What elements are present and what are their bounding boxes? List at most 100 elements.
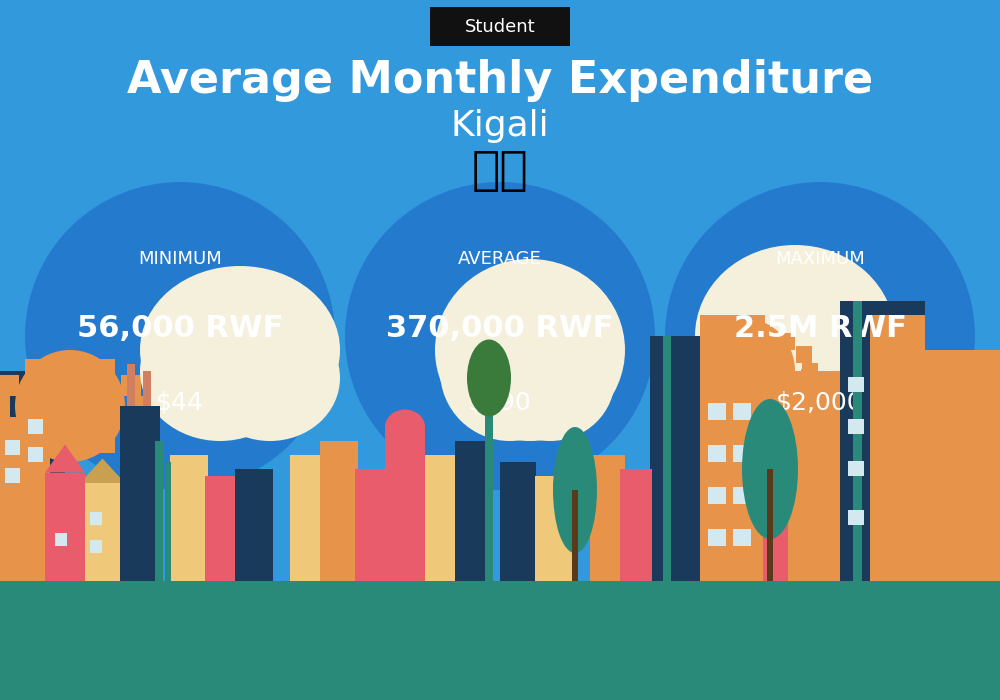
Bar (95, 359, 115, 380)
Bar (127, 364, 135, 406)
Bar (80, 483, 125, 581)
Bar (796, 346, 812, 363)
Ellipse shape (385, 410, 425, 444)
Bar (848, 377, 864, 392)
Bar (754, 326, 770, 342)
Bar (0, 374, 19, 395)
Bar (143, 371, 151, 406)
Text: $44: $44 (156, 390, 204, 414)
Bar (708, 486, 726, 504)
Bar (708, 402, 726, 420)
Bar (0, 427, 50, 581)
Ellipse shape (745, 298, 895, 430)
Bar (700, 315, 765, 581)
Bar (90, 540, 102, 553)
Bar (870, 315, 925, 581)
Polygon shape (45, 444, 85, 472)
Ellipse shape (140, 266, 340, 434)
Text: MINIMUM: MINIMUM (138, 250, 222, 268)
Bar (121, 416, 141, 438)
Text: 56,000 RWF: 56,000 RWF (77, 314, 283, 343)
Bar (95, 432, 115, 453)
Bar (5, 440, 20, 455)
Bar (25, 432, 45, 453)
Bar (45, 473, 85, 581)
Bar (60, 354, 80, 374)
Text: MAXIMUM: MAXIMUM (775, 250, 865, 268)
Bar (385, 427, 425, 581)
Bar (455, 441, 487, 581)
Text: 2.5M RWF: 2.5M RWF (734, 314, 906, 343)
Ellipse shape (440, 301, 580, 441)
Bar (205, 476, 240, 581)
Bar (763, 427, 788, 581)
Bar (853, 301, 862, 581)
Bar (28, 447, 43, 462)
FancyBboxPatch shape (430, 8, 570, 46)
Bar (0, 371, 65, 581)
Bar (733, 486, 751, 504)
Bar (572, 490, 578, 581)
Bar (726, 325, 742, 342)
Bar (420, 455, 458, 581)
Ellipse shape (695, 287, 855, 427)
Bar (663, 336, 671, 581)
Bar (785, 371, 840, 581)
Ellipse shape (200, 315, 340, 441)
Text: Kigali: Kigali (451, 109, 549, 143)
Bar (55, 533, 67, 546)
Bar (5, 468, 20, 483)
Bar (767, 469, 773, 581)
Bar (90, 512, 102, 525)
Bar (320, 441, 358, 581)
Ellipse shape (15, 350, 125, 462)
Bar (121, 374, 141, 395)
Bar (733, 444, 751, 462)
Text: 370,000 RWF: 370,000 RWF (386, 314, 614, 343)
Bar (743, 401, 759, 418)
Ellipse shape (140, 301, 300, 441)
Bar (60, 438, 80, 458)
Bar (620, 469, 652, 581)
Bar (155, 441, 163, 581)
Bar (120, 406, 160, 581)
Polygon shape (80, 458, 125, 483)
Ellipse shape (435, 259, 625, 441)
Text: $2,000: $2,000 (776, 390, 864, 414)
Bar (355, 469, 387, 581)
Bar (130, 395, 150, 416)
Bar (708, 444, 726, 462)
Text: $290: $290 (468, 390, 532, 414)
Bar (691, 390, 707, 407)
Text: Student: Student (465, 18, 535, 36)
Ellipse shape (25, 182, 335, 490)
Bar (848, 419, 864, 434)
Bar (840, 301, 925, 581)
Bar (848, 510, 864, 525)
Bar (925, 350, 1000, 581)
Ellipse shape (742, 399, 798, 539)
Bar (500, 462, 536, 581)
Bar (170, 455, 208, 581)
Ellipse shape (467, 340, 511, 416)
Bar (779, 333, 795, 350)
Ellipse shape (485, 315, 615, 441)
Bar (770, 396, 786, 413)
Bar (790, 385, 806, 402)
Text: Average Monthly Expenditure: Average Monthly Expenditure (127, 59, 873, 102)
Bar (485, 385, 493, 581)
Bar (848, 461, 864, 476)
Bar (25, 359, 45, 380)
Bar (0, 581, 1000, 700)
Bar (700, 331, 716, 348)
Bar (676, 376, 692, 393)
Bar (650, 336, 705, 581)
Text: AVERAGE: AVERAGE (458, 250, 542, 268)
Bar (708, 528, 726, 546)
Bar (0, 395, 10, 416)
Text: 🇷🇼: 🇷🇼 (472, 149, 528, 194)
Bar (235, 469, 273, 581)
Bar (733, 402, 751, 420)
Bar (290, 455, 325, 581)
Bar (715, 399, 731, 416)
